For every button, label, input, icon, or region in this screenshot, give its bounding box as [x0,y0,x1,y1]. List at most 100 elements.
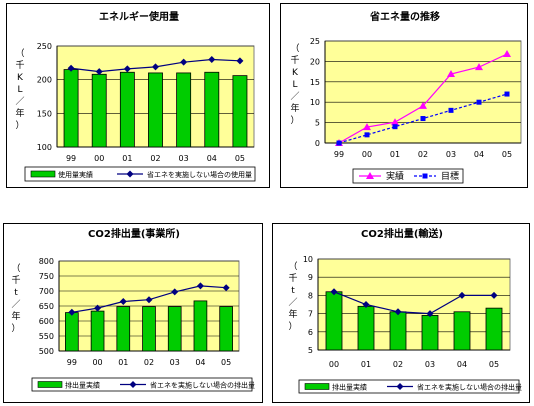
x-tick-label: 00 [92,358,102,367]
legend-label: 目標 [441,170,459,182]
y-tick-label: 15 [310,78,320,87]
data-point [119,298,127,305]
x-tick-label: 04 [457,360,467,369]
x-tick-label: 01 [118,358,128,367]
y-axis-label-char: 年 [290,102,299,114]
series-line [333,291,494,315]
y-axis-label-char: 千 [15,60,24,71]
chart-energy-usage: エネルギー使用量 100 150 200 250 99 00 01 02 03 04 05 （千 K L ／年… [6,3,270,188]
data-point [68,308,76,316]
x-tick-label: 05 [221,358,231,367]
legend-label: 使用量実績 [58,170,93,179]
y-axis-label-char: t [291,286,295,296]
y-axis-label-char: L [292,80,297,90]
y-tick-label: 150 [37,109,52,118]
chart-title: CO2排出量(輸送) [361,227,443,240]
x-tick-label: 04 [207,154,217,163]
legend-swatch [37,381,63,388]
data-point [447,70,455,78]
data-point [475,63,483,71]
bar [232,75,248,148]
x-tick-label: 03 [446,150,456,159]
legend: 排出量実績 省エネを実施しない場合の排出量 [298,379,522,394]
data-point [196,282,204,290]
y-axis-label-char: ／ [11,299,20,310]
y-axis-label-char: （ [15,48,24,59]
x-tick-label: 03 [170,358,180,367]
y-axis-label-char: （ [288,261,297,272]
bar [116,306,131,352]
chart-co2-office: CO2排出量(事業所) 500 550 600 650 700 750 800 99 00 01 02… [3,223,263,403]
x-tick-label: 02 [150,154,160,163]
y-axis-label-char: t [14,288,18,298]
legend-label: 省エネを実施しない場合の排出量 [417,383,522,392]
chart-co2-transport: CO2排出量(輸送) 5 6 7 8 9 10 00 01 02 03 04 05 （千 t ／年） 排出量実績… [272,223,530,403]
legend-marker [422,173,428,179]
chart-title: 省エネ量の推移 [369,10,440,23]
y-axis-label-char: ／ [288,297,297,308]
data-point [362,301,370,308]
y-axis-label: （千t／年） [11,263,20,334]
y-axis-label: （千KL／年） [290,43,299,126]
data-point [145,296,153,304]
legend-label: 省エネを実施しない場合の使用量 [147,170,252,179]
x-tick-label: 01 [390,150,400,159]
bar [176,72,192,148]
data-point [171,288,179,296]
bar [63,69,79,148]
bar [421,315,439,351]
legend: 使用量実績 省エネを実施しない場合の使用量 [24,166,256,182]
y-tick-label: 800 [39,257,54,266]
data-point [123,65,131,73]
x-tick-label: 02 [144,358,154,367]
data-point [391,118,399,126]
data-point [363,123,371,131]
y-axis-label-char: ） [15,120,24,131]
y-axis-label-char: ／ [15,96,24,107]
y-axis-label: （千KL／年） [15,48,24,131]
y-tick-label: 6 [308,328,313,337]
data-point [420,116,426,122]
data-point [490,291,498,299]
y-axis-label-char: ） [288,321,297,332]
y-tick-label: 5 [308,346,313,355]
x-tick-label: 01 [122,154,132,163]
x-tick-label: 00 [329,360,339,369]
chart-title: エネルギー使用量 [99,10,179,23]
data-point [448,107,454,113]
bar [453,311,471,351]
y-axis-label-char: ／ [290,91,299,102]
legend-box [352,168,464,184]
y-tick-label: 550 [39,332,54,341]
legend-label: 排出量実績 [332,383,367,392]
data-point [419,101,427,109]
data-point [208,55,216,63]
y-tick-label: 200 [37,76,52,85]
y-tick-label: 7 [308,310,313,319]
bar [142,306,156,352]
x-tick-label: 99 [66,154,76,163]
legend-label: 排出量実績 [65,381,100,390]
x-tick-label: 05 [489,360,499,369]
bar [485,307,503,351]
chart-energy-savings: 省エネ量の推移 0 5 10 15 20 25 99 00 01 02 03 04 05 （千 K L ／年）実績… [280,3,528,188]
x-tick-label: 05 [235,154,245,163]
bar [193,300,208,352]
bar [148,72,163,148]
legend: 実績 目標 [352,168,464,184]
data-point [476,99,482,105]
y-tick-label: 250 [37,42,52,51]
y-axis-label-char: 年 [15,107,24,119]
legend-marker [126,170,134,178]
y-axis-label: （千t／年） [288,261,297,332]
data-point [236,57,244,65]
y-tick-label: 5 [315,119,320,128]
plot-area [324,40,522,144]
data-point [222,284,230,292]
legend-swatch [30,170,56,178]
x-tick-label: 02 [393,360,403,369]
plot-area [317,258,511,351]
x-tick-label: 01 [361,360,371,369]
y-tick-label: 10 [310,98,320,107]
